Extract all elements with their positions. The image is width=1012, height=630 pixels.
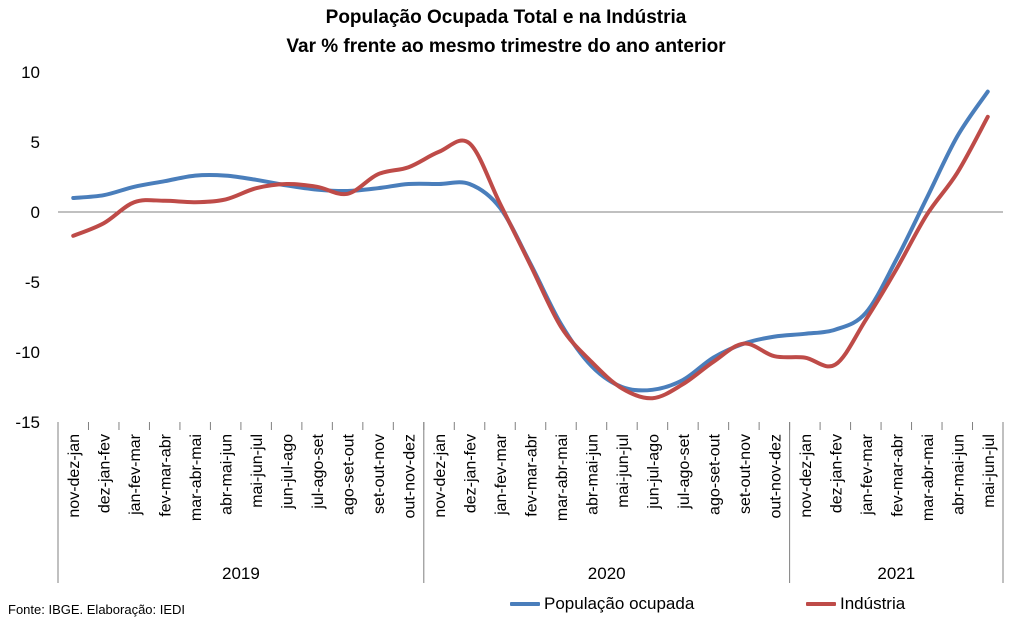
x-tick-label: set-out-nov [371, 434, 388, 514]
x-tick-label: jan-fev-mar [859, 433, 876, 516]
x-tick-label: ago-set-out [341, 433, 358, 514]
x-tick-label: dez-jan-fev [828, 434, 845, 513]
x-tick-label: abr-mai-jun [584, 434, 601, 515]
x-tick-label: dez-jan-fev [97, 434, 114, 513]
x-tick-label: jun-jul-ago [645, 434, 662, 510]
x-tick-label: jul-ago-set [310, 433, 327, 509]
x-tick-label: nov-dez-jan [432, 434, 449, 518]
group-label: 2020 [588, 564, 626, 583]
x-tick-label: abr-mai-jun [219, 434, 236, 515]
x-tick-label: jan-fev-mar [493, 433, 510, 516]
y-tick-label: -10 [15, 343, 40, 362]
group-label: 2019 [222, 564, 260, 583]
y-tick-label: 10 [21, 63, 40, 82]
legend-swatch-populacao [510, 602, 540, 606]
x-tick-label: set-out-nov [737, 434, 754, 514]
x-tick-label: mar-abr-mai [920, 434, 937, 521]
y-tick-label: 5 [31, 133, 40, 152]
x-tick-label: mai-jun-jul [615, 434, 632, 508]
x-tick-label: jan-fev-mar [127, 433, 144, 516]
legend-item-industria: Indústria [806, 594, 905, 614]
x-tick-label: fev-mar-abr [889, 433, 906, 516]
x-tick-label: abr-mai-jun [950, 434, 967, 515]
y-tick-label: -15 [15, 413, 40, 432]
x-tick-label: jul-ago-set [676, 433, 693, 509]
x-tick-label: dez-jan-fev [463, 434, 480, 513]
x-tick-label: ago-set-out [706, 433, 723, 514]
x-tick-label: fev-mar-abr [524, 433, 541, 516]
x-tick-label: out-nov-dez [767, 434, 784, 519]
x-tick-label: nov-dez-jan [798, 434, 815, 518]
x-tick-label: mai-jun-jul [981, 434, 998, 508]
y-tick-label: 0 [31, 203, 40, 222]
x-tick-label: mai-jun-jul [249, 434, 266, 508]
series-line-industria [71, 114, 990, 401]
legend-item-populacao: População ocupada [510, 594, 694, 614]
group-label: 2021 [877, 564, 915, 583]
legend-swatch-industria [806, 602, 836, 606]
y-tick-label: -5 [25, 273, 40, 292]
legend-label-industria: Indústria [840, 594, 906, 613]
chart-subtitle: Var % frente ao mesmo trimestre do ano a… [286, 36, 726, 57]
x-tick-label: mar-abr-mai [554, 434, 571, 521]
x-tick-label: jun-jul-ago [280, 434, 297, 510]
x-tick-label: fev-mar-abr [158, 433, 175, 516]
chart-title: População Ocupada Total e na Indústria [325, 7, 687, 28]
x-tick-label: mar-abr-mai [188, 434, 205, 521]
legend-label-populacao: População ocupada [544, 594, 695, 613]
source-note: Fonte: IBGE. Elaboração: IEDI [8, 602, 186, 617]
x-tick-label: out-nov-dez [402, 434, 419, 519]
x-tick-label: nov-dez-jan [66, 434, 83, 518]
